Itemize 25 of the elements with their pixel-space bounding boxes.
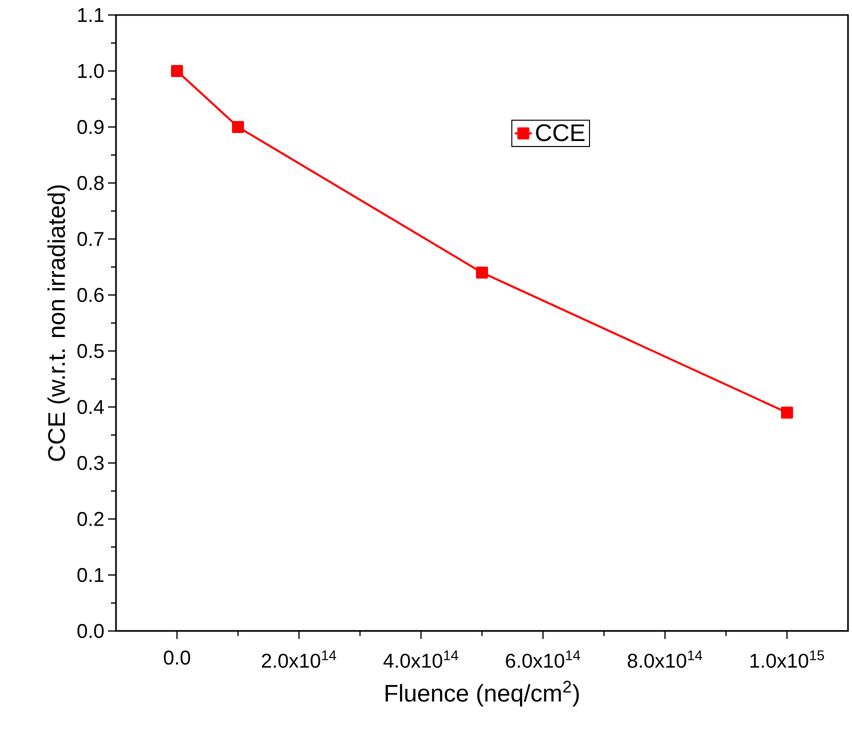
point bbox=[171, 64, 184, 77]
y-tick-label: 0.0 bbox=[77, 624, 104, 638]
y-tick-label: 1.0 bbox=[78, 64, 104, 78]
y-tick-label: 0.1 bbox=[77, 568, 104, 582]
x-tick-label: 6.0x10$^{14}$ bbox=[506, 650, 580, 668]
y-axis-title: CCE (w.r.t. non irradiated) bbox=[47, 185, 70, 461]
point bbox=[476, 266, 488, 279]
y-tick-label: 0.6 bbox=[77, 288, 104, 302]
x-tick-label: 8.0x10$^{14}$ bbox=[628, 650, 702, 668]
x-tick-label: 0.0 bbox=[164, 650, 190, 665]
x-tick-label: 4.0x10$^{14}$ bbox=[383, 650, 458, 668]
point bbox=[781, 406, 793, 419]
y-tick-label: 0.7 bbox=[77, 232, 104, 246]
y-tick-label: 0.4 bbox=[77, 400, 104, 414]
x-tick-label: 2.0x10$^{14}$ bbox=[262, 650, 336, 668]
y-tick-label: 1.1 bbox=[78, 8, 104, 22]
x-axis-title: Fluence (neq/cm$^{2}$) bbox=[386, 680, 579, 706]
y-tick-label: 0.5 bbox=[77, 344, 104, 358]
y-tick-label: 0.3 bbox=[77, 456, 104, 470]
legend-label: CCE bbox=[536, 124, 584, 142]
y-tick-label: 0.2 bbox=[77, 512, 104, 526]
point bbox=[232, 120, 244, 133]
x-tick-label: 1.0x10$^{15}$ bbox=[750, 650, 824, 668]
y-tick-label: 0.9 bbox=[77, 120, 104, 134]
y-tick-label: 0.8 bbox=[77, 176, 104, 190]
